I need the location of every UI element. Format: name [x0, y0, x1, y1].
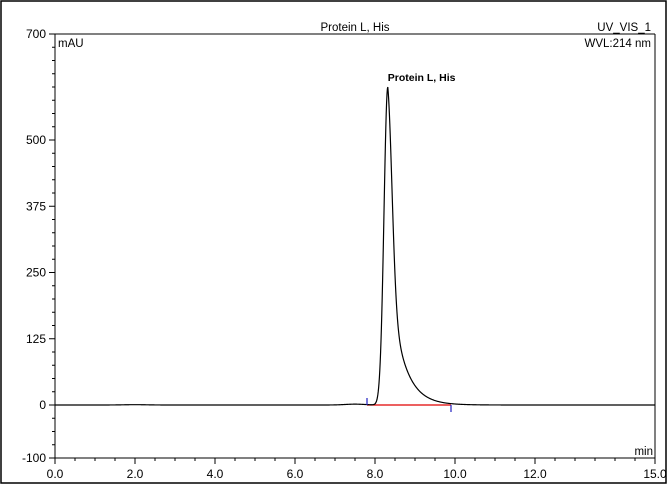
y-axis: -100 0 125 250 375 500 700	[22, 27, 55, 465]
y-tick-label: 250	[26, 266, 46, 280]
x-tick-label: 10.0	[443, 467, 467, 481]
y-axis-label: mAU	[58, 38, 84, 50]
peak-markers: Protein L, His	[366, 72, 456, 412]
y-tick-label: -100	[22, 451, 46, 465]
x-tick-label: 15.0	[643, 467, 667, 481]
x-axis-label: min	[634, 446, 653, 458]
x-tick-label: 6.0	[287, 467, 304, 481]
chart-title: Protein L, His	[320, 22, 389, 34]
channel-label: UV_VIS_1	[597, 22, 651, 34]
peak-label: Protein L, His	[388, 72, 456, 84]
x-tick-label: 2.0	[127, 467, 144, 481]
wavelength-label: WVL:214 nm	[585, 38, 651, 50]
x-tick-label: 4.0	[207, 467, 224, 481]
y-tick-label: 375	[26, 199, 46, 213]
y-tick-label: 700	[26, 27, 46, 41]
x-tick-label: 8.0	[367, 467, 384, 481]
y-tick-label: 500	[26, 133, 46, 147]
x-axis: 0.0 2.0 4.0 6.0 8.0 10.0 12.0 15.0	[47, 458, 667, 481]
x-tick-label: 12.0	[523, 467, 547, 481]
x-tick-label: 0.0	[47, 467, 64, 481]
y-tick-label: 125	[26, 332, 46, 346]
chromatogram-trace	[55, 86, 655, 406]
y-tick-label: 0	[39, 398, 46, 412]
